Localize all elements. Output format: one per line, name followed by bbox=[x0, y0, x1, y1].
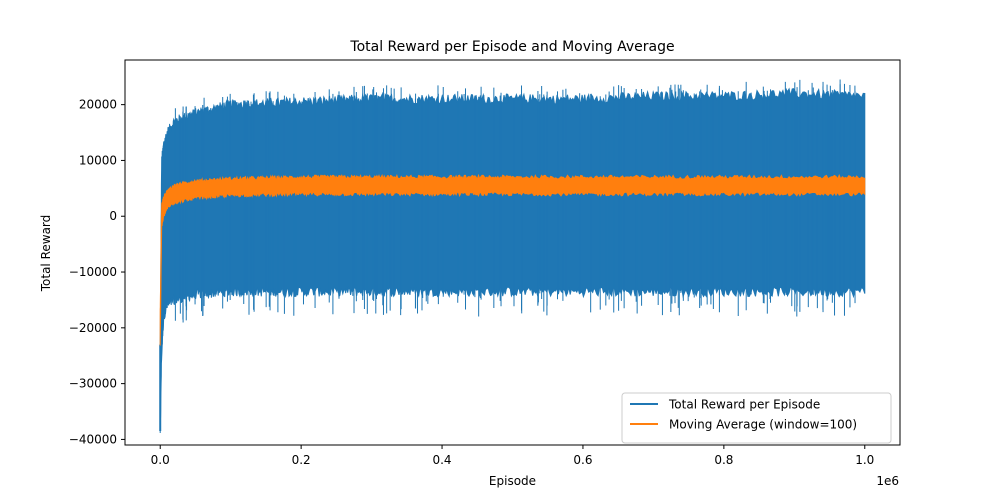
y-tick-label: −40000 bbox=[69, 432, 117, 446]
x-tick-label: 0.4 bbox=[432, 453, 451, 467]
y-tick-label: −20000 bbox=[69, 321, 117, 335]
moving-average-band bbox=[159, 173, 866, 346]
legend: Total Reward per Episode Moving Average … bbox=[621, 392, 892, 444]
x-tick-label: 0.2 bbox=[292, 453, 311, 467]
x-tick-label: 0.8 bbox=[714, 453, 733, 467]
x-tick-label: 1.0 bbox=[855, 453, 874, 467]
y-tick-label: −10000 bbox=[69, 265, 117, 279]
chart-title: Total Reward per Episode and Moving Aver… bbox=[349, 39, 674, 55]
x-tick-label: 0.0 bbox=[151, 453, 170, 467]
axes-frame bbox=[124, 59, 901, 446]
x-tick-label: 0.6 bbox=[573, 453, 592, 467]
y-tick-label: 20000 bbox=[79, 98, 117, 112]
x-axis-label: Episode bbox=[489, 474, 536, 488]
legend-frame bbox=[621, 392, 892, 444]
y-axis-label: Total Reward bbox=[39, 215, 53, 293]
x-axis: 0.0 0.2 0.4 0.6 0.8 1.0 bbox=[151, 445, 874, 467]
legend-label-reward: Total Reward per Episode bbox=[668, 398, 820, 412]
y-tick-label: 0 bbox=[109, 209, 117, 223]
y-tick-label: −30000 bbox=[69, 377, 117, 391]
y-tick-label: 10000 bbox=[79, 153, 117, 167]
x-offset-label: 1e6 bbox=[876, 474, 899, 488]
plot-area bbox=[159, 79, 866, 433]
series-reward bbox=[159, 79, 866, 433]
legend-label-moving-average: Moving Average (window=100) bbox=[669, 418, 857, 432]
y-axis: −40000 −30000 −20000 −10000 0 10000 20000 bbox=[69, 98, 125, 446]
series-moving-average bbox=[159, 173, 866, 346]
